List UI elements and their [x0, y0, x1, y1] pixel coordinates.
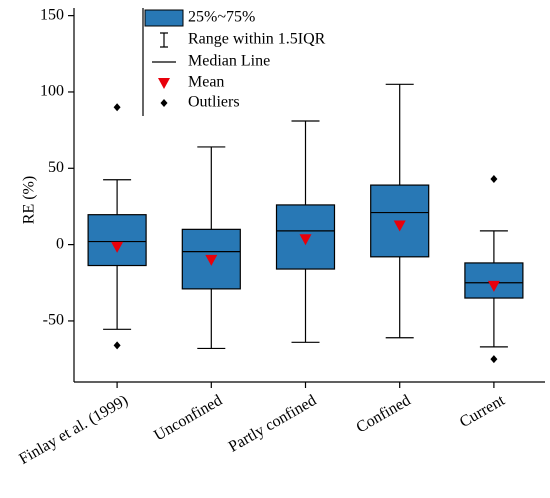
mean-marker — [111, 241, 124, 253]
x-tick-label: Current — [457, 392, 508, 431]
y-tick-label: 100 — [40, 83, 64, 100]
y-tick-label: 150 — [40, 6, 64, 23]
legend-label: 25%~75% — [188, 9, 255, 26]
outlier — [490, 174, 498, 183]
legend-range — [160, 32, 168, 48]
x-tick-label: Confined — [353, 392, 413, 436]
mean-marker — [487, 280, 500, 292]
box — [275, 204, 336, 270]
legend-outlier — [160, 99, 168, 107]
mean-marker — [205, 254, 218, 266]
x-tick-label: Unconfined — [151, 392, 225, 444]
y-tick-label: 50 — [48, 159, 64, 176]
x-tick-label: Finlay et al. (1999) — [16, 392, 131, 468]
box — [464, 262, 524, 299]
mean-marker — [393, 220, 406, 232]
y-tick-label: -50 — [43, 312, 64, 329]
legend-mean — [158, 78, 170, 89]
box — [87, 214, 147, 267]
outlier — [490, 355, 498, 364]
x-tick-label: Partly confined — [226, 392, 320, 456]
legend-label: Mean — [188, 74, 224, 91]
y-axis-label: RE (%) — [21, 176, 38, 224]
outlier — [113, 341, 121, 350]
legend-box — [144, 9, 184, 27]
legend-label: Outliers — [188, 94, 240, 111]
legend-label: Median Line — [188, 53, 270, 70]
y-tick-label: 0 — [56, 235, 64, 252]
mean-marker — [299, 234, 312, 246]
outlier — [113, 103, 121, 112]
legend-label: Range within 1.5IQR — [188, 31, 326, 48]
